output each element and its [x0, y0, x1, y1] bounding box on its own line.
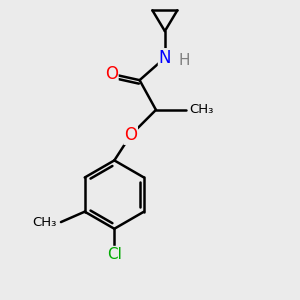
- Text: O: O: [105, 65, 118, 83]
- Text: CH₃: CH₃: [189, 103, 214, 116]
- Text: O: O: [124, 126, 137, 144]
- Text: CH₃: CH₃: [32, 216, 56, 229]
- Text: N: N: [159, 49, 171, 67]
- Text: Cl: Cl: [107, 247, 122, 262]
- Text: H: H: [178, 53, 190, 68]
